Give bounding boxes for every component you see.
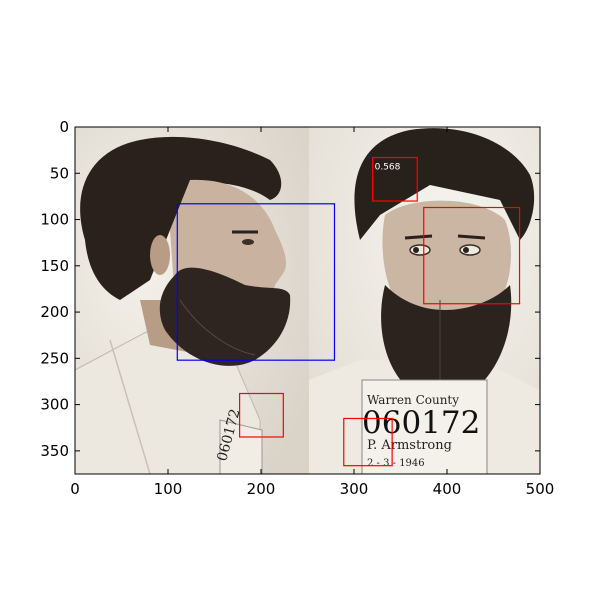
right-frontal-portrait: Warren County 060172 P. Armstrong 2 - 3 … bbox=[309, 128, 540, 474]
detection-box bbox=[423, 206, 521, 305]
y-tick-label: 100 bbox=[40, 211, 69, 229]
y-tick-label: 150 bbox=[40, 257, 69, 275]
detection-box bbox=[372, 156, 418, 202]
mugshot-photo: 060172 Warren County 060172 P. Armstrong bbox=[75, 127, 540, 474]
x-tick-label: 500 bbox=[526, 480, 555, 498]
y-tick-label: 0 bbox=[59, 118, 69, 136]
placard-number: 060172 bbox=[362, 405, 480, 441]
placard-county: Warren County bbox=[367, 393, 459, 407]
left-profile-portrait: 060172 bbox=[75, 136, 291, 474]
y-tick-label: 300 bbox=[40, 396, 69, 414]
detection-box-score: 0.568 bbox=[375, 163, 401, 173]
axes-frame bbox=[74, 126, 541, 475]
y-axis: 0 50 100 150 200 250 300 350 bbox=[40, 118, 540, 460]
detection-box bbox=[343, 417, 393, 467]
y-tick-label: 50 bbox=[50, 164, 69, 182]
x-tick-label: 200 bbox=[247, 480, 276, 498]
detection-box bbox=[176, 203, 336, 361]
x-tick-label: 400 bbox=[433, 480, 462, 498]
x-tick-label: 100 bbox=[154, 480, 183, 498]
x-axis: 0 100 200 300 400 500 bbox=[70, 127, 554, 498]
placard-date: 2 - 3 - 1946 bbox=[367, 458, 425, 469]
y-tick-label: 250 bbox=[40, 349, 69, 367]
placard-name: P. Armstrong bbox=[367, 438, 452, 453]
y-tick-label: 350 bbox=[40, 442, 69, 460]
detection-box bbox=[239, 392, 284, 438]
x-tick-label: 300 bbox=[340, 480, 369, 498]
y-tick-label: 200 bbox=[40, 303, 69, 321]
x-tick-label: 0 bbox=[70, 480, 80, 498]
detection-boxes: 0.568 bbox=[176, 156, 521, 467]
